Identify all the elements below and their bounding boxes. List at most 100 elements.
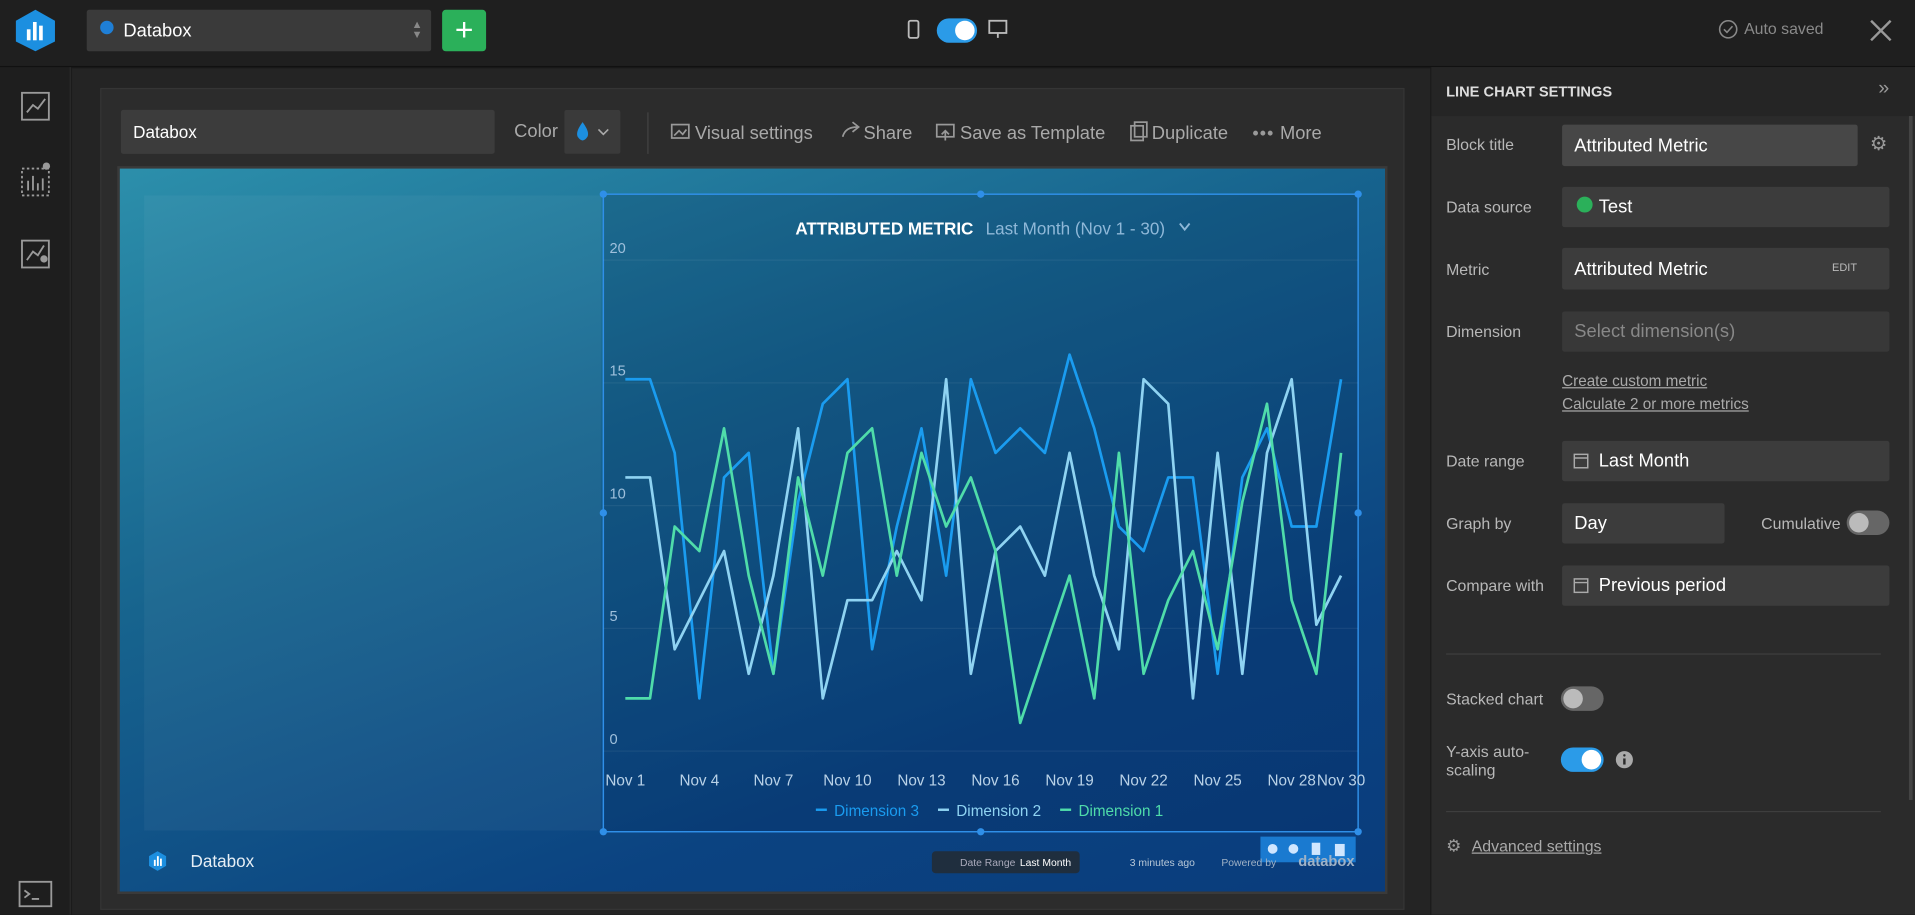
x-tick-label: Nov 19 — [1045, 772, 1093, 789]
field-value: Attributed Metric — [1574, 134, 1708, 156]
placeholder: Select dimension(s) — [1574, 321, 1736, 342]
empty-block — [144, 195, 601, 831]
separator — [647, 112, 649, 154]
field-value: Day — [1574, 512, 1607, 534]
advanced-link[interactable]: Advanced settings — [1471, 836, 1602, 855]
selection-frame — [602, 193, 1359, 833]
date-range-select[interactable]: Last Month — [1562, 440, 1890, 482]
block-name-input[interactable]: Databox — [120, 109, 495, 154]
field-value: Last Month — [1598, 450, 1690, 472]
x-tick-label: Nov 7 — [753, 772, 793, 789]
divider — [1446, 653, 1881, 655]
legend-label: Dimension 2 — [956, 803, 1041, 820]
field-label: Y-axis auto-scaling — [1446, 742, 1530, 780]
stacked-toggle[interactable] — [1560, 686, 1604, 711]
field-label: Block title — [1446, 135, 1515, 154]
source-icon — [1576, 196, 1593, 213]
x-tick-label: Nov 13 — [897, 772, 945, 789]
date-range-label: Date Range — [959, 856, 1016, 869]
cumulative-toggle[interactable] — [1846, 510, 1890, 535]
sidebar-icons[interactable] — [17, 85, 54, 914]
field-value: Attributed Metric — [1574, 258, 1708, 280]
chart-block — [603, 194, 1359, 832]
color-button[interactable] — [564, 109, 621, 154]
action[interactable]: Share — [863, 123, 913, 145]
calendar-icons — [1573, 453, 1589, 594]
chart-title: ATTRIBUTED METRIC — [795, 219, 973, 238]
y-tick-label: 15 — [609, 364, 625, 380]
date-range-value: Last Month — [1019, 856, 1072, 869]
workspace-dot — [100, 20, 114, 35]
settings-title: LINE CHART SETTINGS — [1446, 83, 1613, 101]
close-button[interactable] — [1869, 18, 1893, 42]
field-value: Previous period — [1598, 575, 1727, 597]
graph-by-select[interactable]: Day — [1562, 503, 1725, 544]
footer-name: Databox — [190, 851, 255, 871]
saved-icon — [1718, 19, 1738, 39]
add-button[interactable]: + — [442, 9, 487, 52]
x-tick-label: Nov 16 — [971, 772, 1019, 789]
subtitle-chevron — [1179, 222, 1191, 232]
field-label: Compare with — [1446, 576, 1545, 595]
x-tick-label: Nov 30 — [1317, 772, 1365, 789]
resize-handles — [599, 190, 1362, 836]
scrollbar — [1908, 116, 1913, 800]
dimension-select[interactable]: Select dimension(s) — [1562, 311, 1890, 352]
legend-label: Dimension 3 — [834, 803, 919, 820]
action[interactable]: Visual settings — [694, 123, 813, 145]
info-icon[interactable] — [1615, 750, 1635, 770]
auto-saved: Auto saved — [1744, 19, 1824, 38]
block-tool-icons — [1267, 842, 1345, 857]
logo — [15, 9, 55, 52]
field-label: Date range — [1446, 451, 1525, 471]
field-label: Dimension — [1446, 322, 1522, 341]
metric-edit[interactable]: EDIT — [1832, 261, 1858, 274]
x-tick-label: Nov 10 — [823, 772, 871, 789]
dashboard-preview — [117, 166, 1388, 895]
field-label: Data source — [1446, 197, 1532, 217]
gear[interactable]: ⚙ — [1869, 134, 1888, 156]
field-label: Metric — [1446, 260, 1490, 279]
data-source-select[interactable]: Test — [1562, 186, 1890, 228]
x-tick-label: Nov 25 — [1193, 772, 1241, 789]
updated: 3 minutes ago — [1129, 856, 1195, 869]
compare-select[interactable]: Previous period — [1562, 565, 1890, 606]
autoscale-toggle[interactable] — [1560, 747, 1604, 772]
action[interactable]: Duplicate — [1151, 123, 1229, 145]
series-line — [625, 402, 1343, 725]
y-tick-label: 10 — [609, 486, 625, 502]
workspace-select[interactable]: Databox — [86, 9, 432, 52]
line-chart: ATTRIBUTED METRIC Last Month (Nov 1 - 30… — [599, 190, 1365, 863]
sidebar — [0, 67, 71, 915]
block-title-input[interactable]: Attributed Metric — [1562, 124, 1858, 167]
block-name: Databox — [133, 122, 197, 142]
x-tick-label: Nov 4 — [679, 772, 719, 789]
chart-subtitle[interactable]: Last Month (Nov 1 - 30) — [986, 219, 1165, 238]
settings-header — [1431, 67, 1915, 117]
field-label: Graph by — [1446, 514, 1512, 533]
action[interactable]: Save as Template — [959, 123, 1106, 145]
select-arrows: ▲ ▼ — [411, 18, 423, 41]
footer-logo — [149, 851, 167, 871]
field-value: Test — [1598, 196, 1633, 218]
link[interactable]: Create custom metric — [1562, 372, 1708, 390]
color-label: Color — [514, 120, 558, 142]
series-line — [625, 353, 1343, 700]
powered-by: Powered by — [1221, 856, 1277, 869]
y-tick-label: 0 — [609, 732, 617, 748]
legend-label: Dimension 1 — [1078, 803, 1163, 820]
x-tick-label: Nov 1 — [605, 772, 645, 789]
gear: ⚙ — [1446, 835, 1462, 855]
field-label: Cumulative — [1761, 514, 1841, 533]
action-icons — [670, 121, 1273, 142]
metric-select[interactable]: Attributed Metric — [1562, 247, 1890, 290]
collapse-button[interactable]: » — [1878, 78, 1890, 99]
link[interactable]: Calculate 2 or more metrics — [1562, 395, 1749, 413]
brand: databox — [1298, 852, 1355, 870]
divider — [1446, 810, 1881, 813]
series-line — [625, 377, 1343, 700]
workspace-name: Databox — [123, 20, 192, 41]
view-toggle[interactable] — [904, 15, 1014, 47]
action[interactable]: More — [1279, 123, 1322, 145]
